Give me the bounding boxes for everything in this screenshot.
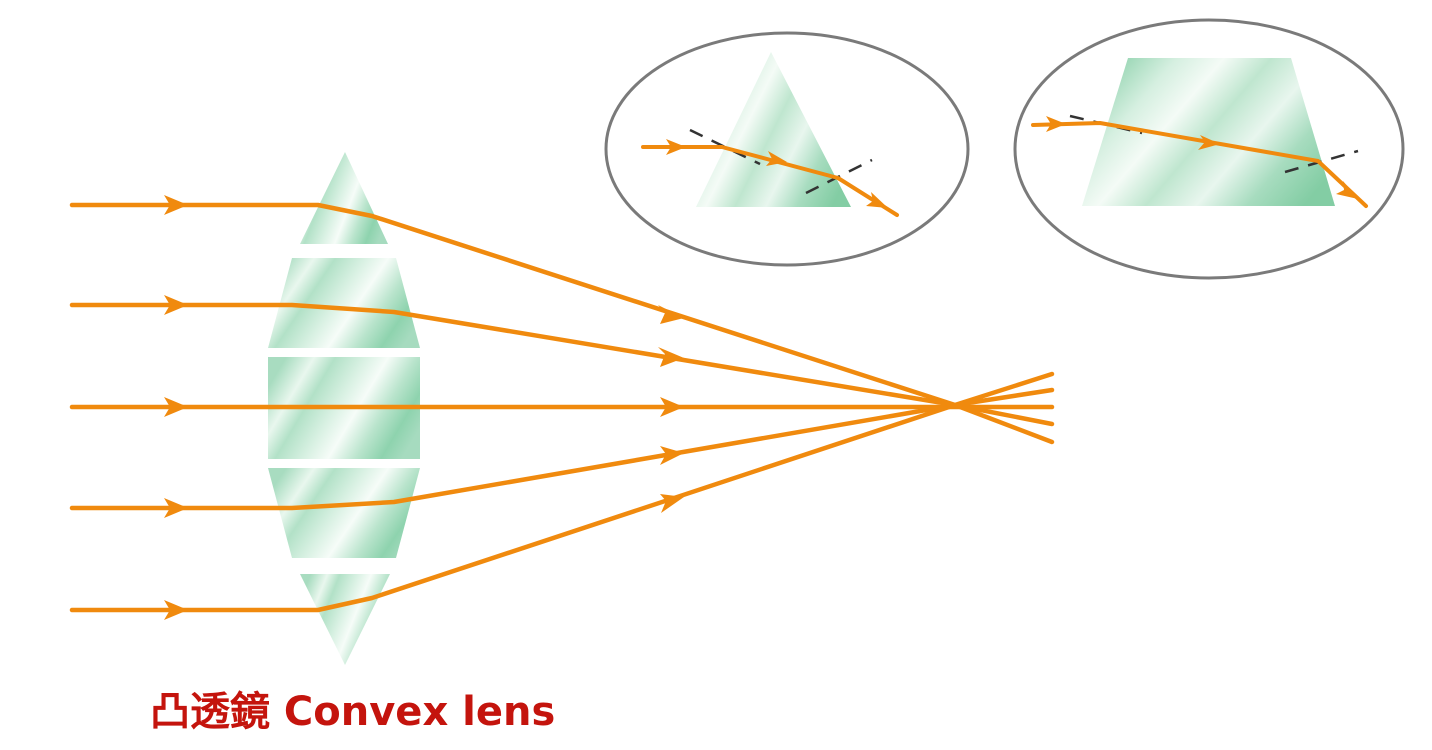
arrow-head <box>164 295 188 315</box>
arrow-head <box>164 600 188 620</box>
normal-line-exit <box>1284 149 1359 174</box>
arrow-head <box>164 498 188 518</box>
arrow-head <box>766 151 787 166</box>
lens-upper-trapezoid <box>268 258 420 348</box>
ray-5 <box>69 402 1055 613</box>
arrow-head <box>660 397 684 417</box>
arrow-head <box>660 446 684 465</box>
lens-top-prism <box>300 152 388 244</box>
arrow-head <box>1336 181 1358 199</box>
light-rays <box>69 202 1055 613</box>
arrow-head <box>164 195 188 215</box>
arrow-head <box>660 494 684 513</box>
lens-lower-trapezoid <box>268 468 420 558</box>
diagram-caption: 凸透鏡 Convex lens <box>150 689 556 735</box>
arrow-head <box>164 397 188 417</box>
arrow-head <box>1198 135 1220 150</box>
arrow-head <box>658 347 684 367</box>
arrow-head <box>866 192 888 208</box>
arrow-head <box>658 305 684 324</box>
ray-arrows <box>164 195 684 620</box>
trapezoid-block <box>1082 58 1335 206</box>
prism-inset <box>604 31 970 267</box>
block-inset <box>1013 18 1405 280</box>
ray-1 <box>69 202 1055 408</box>
normal-line-entry <box>689 128 761 166</box>
triangular-prism <box>696 52 851 207</box>
prism-ray-arrows <box>666 139 888 208</box>
lens-bottom-prism <box>300 574 390 665</box>
arrow-head <box>666 139 686 155</box>
ray-2 <box>69 302 1055 408</box>
block-ray-arrows <box>1046 116 1358 199</box>
arrow-head <box>1046 116 1066 132</box>
ray-4 <box>69 402 1055 511</box>
